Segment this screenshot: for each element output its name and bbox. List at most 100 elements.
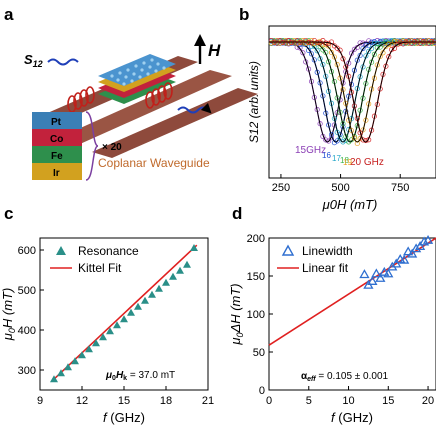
plot-frame-d (268, 237, 436, 391)
resonance-point (176, 266, 184, 274)
repeat-label: × 20 (102, 142, 122, 153)
layer-ir (32, 163, 82, 180)
x-axis-b: 250 500 750 (272, 174, 409, 194)
layer-co (32, 129, 82, 146)
data-point (369, 45, 375, 52)
linewidth-point (391, 258, 402, 268)
data-point (306, 40, 312, 46)
waveguide-label: Coplanar Waveguide (98, 156, 210, 170)
panel-letter-d: d (232, 204, 242, 223)
resonance-point (57, 369, 65, 377)
linewidth-point (407, 248, 418, 258)
s12-label: S12 (24, 52, 43, 69)
layer-label-co: Co (50, 134, 63, 145)
layer-pt (32, 112, 82, 129)
x-tick-label-c: 18 (160, 395, 172, 407)
y-tick-label-c: 300 (18, 365, 36, 377)
panel-b: b 250 500 750 S12 (arb. units) μ0H (mT) 15… (239, 5, 436, 212)
y-tick-label-c: 400 (18, 325, 36, 337)
data-point (374, 41, 380, 47)
resonance-point (127, 308, 135, 316)
linewidth-point (399, 254, 410, 264)
y-tick-label-c: 500 (18, 285, 36, 297)
resonance-point (50, 375, 58, 383)
x-tick-label-c: 12 (76, 395, 88, 407)
data-point (328, 50, 335, 56)
data-point (391, 39, 398, 45)
resonance-point (99, 333, 107, 341)
freq-label-20: 20 GHz (350, 157, 384, 168)
x-tick-label-d: 20 (422, 395, 434, 407)
y-axis-label-b: S12 (arb. units) (247, 61, 261, 143)
data-point (277, 38, 283, 44)
linewidth-point (359, 269, 370, 279)
freq-label-18: 18 (340, 156, 349, 165)
resonance-point (134, 302, 142, 310)
resonance-point (106, 327, 114, 335)
rf-coils (67, 82, 173, 113)
data-point (380, 38, 386, 44)
data-point (343, 64, 349, 70)
x-tick-label-b: 500 (331, 182, 349, 194)
data-point (369, 127, 375, 133)
data-point (386, 54, 392, 60)
x-axis-label-d: f (GHz) (331, 410, 373, 425)
data-point (291, 40, 297, 46)
data-point (354, 140, 360, 147)
data-point (360, 45, 366, 51)
linewidth-point (367, 276, 378, 285)
data-point (351, 135, 357, 141)
data-point (429, 38, 435, 45)
y-axis-label-c: μ0H (mT) (0, 288, 17, 342)
sample-stack (98, 54, 176, 104)
data-point (417, 38, 423, 44)
y-tick-label-d: 200 (247, 233, 265, 245)
data-point (394, 42, 400, 48)
data-point (283, 40, 289, 46)
data-point (277, 40, 283, 46)
legend-label-resonance: Resonance (78, 244, 139, 258)
data-point (348, 137, 355, 143)
x-tick-label-c: 21 (202, 395, 214, 407)
linewidth-point (375, 272, 386, 282)
fit-line (269, 41, 436, 143)
legend-label-kittel: Kittel Fit (78, 261, 122, 275)
resonance-point (85, 345, 93, 353)
layer-label-pt: Pt (51, 117, 62, 128)
data-point (377, 53, 383, 60)
linewidth-point (414, 241, 426, 251)
data-point (423, 38, 429, 44)
panel-letter-b: b (239, 5, 249, 24)
x-tick-label-c: 15 (118, 395, 130, 407)
fit-line (269, 41, 436, 143)
data-point (303, 40, 309, 46)
data-point (326, 59, 332, 65)
fit-line (269, 41, 436, 143)
plot-frame-b (268, 25, 436, 179)
data-point (328, 39, 335, 45)
y-tick-label-d: 100 (247, 309, 265, 321)
linewidth-point (418, 236, 430, 246)
resonance-point (148, 290, 156, 298)
data-series-17 (269, 41, 436, 143)
data-point (300, 50, 306, 56)
x-tick-label-d: 15 (382, 395, 394, 407)
data-point (308, 51, 315, 57)
resonance-point (169, 272, 177, 280)
layer-legend: Pt Co Fe Ir × 20 (32, 111, 122, 181)
y-tick-label-d: 0 (259, 385, 265, 397)
resonance-point (113, 321, 121, 329)
resonance-point (92, 339, 100, 347)
y-tick-label-d: 50 (253, 347, 265, 359)
x-axis-label-b: μ0H (mT) (322, 197, 378, 212)
layer-fe (32, 146, 82, 163)
fit-line (269, 41, 436, 143)
resonance-point (71, 357, 79, 365)
data-point (306, 47, 312, 53)
freq-label-17: 17 (332, 154, 341, 163)
resonance-point (120, 315, 128, 323)
data-series-19 (269, 41, 436, 143)
data-point (406, 38, 412, 44)
